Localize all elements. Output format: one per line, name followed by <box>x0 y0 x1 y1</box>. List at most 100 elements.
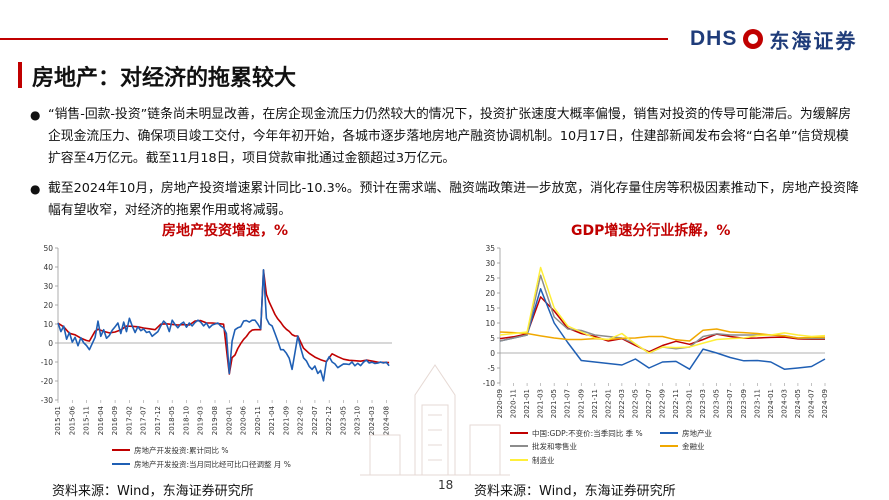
y-tick-label: 25 <box>485 274 495 283</box>
y-tick-label: 30 <box>43 282 53 291</box>
x-tick-label: 2024-03 <box>780 389 788 418</box>
x-tick-label: 2017-07 <box>140 406 148 435</box>
x-tick-label: 2022-02 <box>297 406 305 435</box>
x-tick-label: 2023-05 <box>339 406 347 435</box>
header-band <box>0 0 889 60</box>
x-tick-label: 2023-01 <box>686 389 694 418</box>
series-line-0 <box>499 296 825 353</box>
x-tick-label: 2018-10 <box>182 406 190 435</box>
x-tick-label: 2018-05 <box>168 406 176 435</box>
building-sketch-icon <box>360 364 510 476</box>
bullet-item: ● 截至2024年10月，房地产投资增速累计同比-10.3%。预计在需求端、融资… <box>30 178 860 222</box>
series-line-0 <box>57 269 390 375</box>
x-tick-label: 2017-02 <box>125 406 133 435</box>
x-tick-label: 2015-01 <box>54 406 62 435</box>
page-number: 18 <box>438 478 454 492</box>
x-tick-label: 2023-10 <box>354 406 362 435</box>
x-tick-label: 2020-09 <box>496 389 504 418</box>
chart1-title: 房地产投资增速，% <box>162 223 289 239</box>
logo-mark-icon <box>743 29 764 49</box>
x-tick-label: 2021-01 <box>523 389 531 418</box>
x-tick-label: 2016-09 <box>111 406 119 435</box>
x-tick-label: 2019-08 <box>211 406 219 435</box>
y-tick-label: 10 <box>43 320 53 329</box>
x-tick-label: 2021-09 <box>577 389 585 418</box>
y-tick-label: 35 <box>485 244 495 253</box>
legend-label: 中国:GDP:不变价:当季同比 季 % <box>532 428 643 438</box>
y-tick-label: 40 <box>43 263 53 272</box>
series-line-1 <box>57 269 390 382</box>
slide-title: 房地产：对经济的拖累较大 <box>32 66 297 91</box>
bullet-text: 截至2024年10月，房地产投资增速累计同比-10.3%。预计在需求端、融资端政… <box>48 181 859 218</box>
x-tick-label: 2015-11 <box>83 406 91 435</box>
x-tick-label: 2015-06 <box>68 405 76 435</box>
y-tick-label: -10 <box>483 379 495 388</box>
x-tick-label: 2024-05 <box>794 389 802 418</box>
series-line-3 <box>499 328 825 342</box>
x-tick-label: 2021-03 <box>537 389 545 418</box>
series-line-2 <box>499 274 825 354</box>
x-tick-label: 2022-07 <box>311 406 319 435</box>
x-tick-label: 2023-03 <box>699 389 707 418</box>
x-tick-label: 2023-09 <box>740 389 748 418</box>
legend-label: 批发和零售业 <box>532 441 577 451</box>
logo-text: DHS <box>690 27 738 50</box>
y-tick-label: -30 <box>41 396 53 405</box>
y-tick-label: 20 <box>43 301 53 310</box>
x-tick-label: 2017-12 <box>154 406 162 435</box>
x-tick-label: 2020-06 <box>240 405 248 435</box>
x-tick-label: 2023-07 <box>726 389 734 418</box>
y-tick-label: -10 <box>41 358 53 367</box>
y-tick-label: 15 <box>485 304 495 313</box>
bullet-dot-icon: ● <box>30 182 41 196</box>
chart2-title: GDP增速分行业拆解，% <box>571 223 731 239</box>
y-tick-label: 10 <box>485 319 495 328</box>
legend-label: 金融业 <box>682 441 705 451</box>
legend-label: 房地产业 <box>682 428 712 438</box>
source-right: 资料来源：Wind，东海证券研究所 <box>474 484 676 499</box>
x-tick-label: 2024-03 <box>368 406 376 435</box>
legend-label: 房地产开发投资:累计同比 % <box>134 445 229 455</box>
bullet-dot-icon: ● <box>30 108 41 122</box>
x-tick-label: 2022-01 <box>604 389 612 418</box>
x-tick-label: 2020-01 <box>225 406 233 435</box>
x-tick-label: 2021-11 <box>591 389 599 418</box>
series-line-1 <box>499 288 826 370</box>
company-logo: DHS 东海证券 <box>690 24 857 54</box>
y-tick-label: -20 <box>41 377 53 386</box>
y-tick-label: 50 <box>43 244 53 253</box>
x-tick-label: 2021-07 <box>564 389 572 418</box>
y-tick-label: 30 <box>485 259 495 268</box>
bullet-list: ● “销售-回款-投资”链条尚未明显改善，在房企现金流压力仍然较大的情况下，投资… <box>30 104 860 230</box>
chart2-gdp-by-industry: -10 -5 0 5 10 15 20 25 30 35 2020-09 2020-11 2021-01… <box>483 244 829 465</box>
chart1-real-estate-investment: -30 -20 -10 0 10 20 30 40 50 2015-01 2015-06 2015-1… <box>41 244 392 469</box>
x-tick-label: 2020-11 <box>510 389 518 418</box>
title-accent-bar <box>18 62 22 88</box>
x-tick-label: 2021-04 <box>268 405 276 435</box>
x-tick-label: 2019-03 <box>197 406 205 435</box>
series-line-4 <box>499 266 826 354</box>
x-tick-label: 2023-05 <box>713 389 721 418</box>
x-tick-label: 2016-04 <box>97 405 105 435</box>
source-left: 资料来源：Wind，东海证券研究所 <box>52 484 254 499</box>
x-tick-label: 2022-12 <box>325 406 333 435</box>
x-tick-label: 2020-11 <box>254 406 262 435</box>
x-tick-label: 2024-08 <box>382 406 390 435</box>
x-tick-label: 2024-07 <box>807 389 815 418</box>
x-tick-label: 2021-05 <box>550 389 558 418</box>
x-tick-label: 2022-11 <box>672 389 680 418</box>
x-tick-label: 2022-03 <box>618 389 626 418</box>
x-tick-label: 2022-05 <box>631 389 639 418</box>
y-tick-label: 0 <box>490 349 495 358</box>
x-tick-label: 2024-01 <box>767 389 775 418</box>
logo-cn-text: 东海证券 <box>769 28 858 53</box>
y-tick-label: 20 <box>485 289 495 298</box>
header-red-line <box>0 38 668 40</box>
legend-label: 制造业 <box>532 455 555 465</box>
x-tick-label: 2021-09 <box>282 406 290 435</box>
x-tick-label: 2023-11 <box>753 389 761 418</box>
legend-label: 房地产开发投资:当月同比经可比口径调整 月 % <box>134 459 291 469</box>
y-tick-label: -5 <box>488 364 496 373</box>
y-tick-label: 5 <box>490 334 495 343</box>
x-tick-label: 2022-09 <box>659 389 667 418</box>
